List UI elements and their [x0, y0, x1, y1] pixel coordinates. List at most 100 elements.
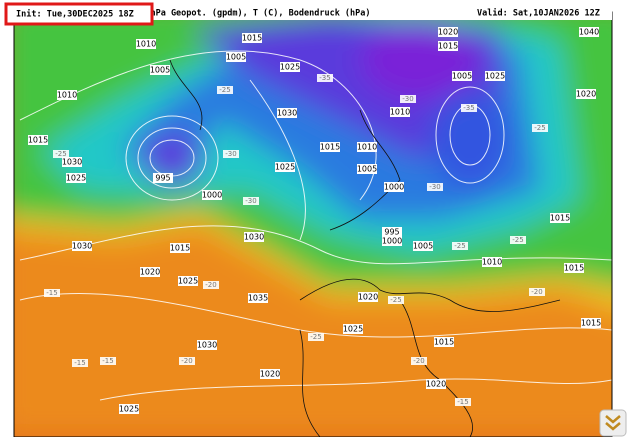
temperature-label: -30 [245, 197, 256, 205]
isobar-label-bg [277, 108, 297, 118]
temperature-label-bg [100, 357, 116, 365]
isobar-label-bg [248, 293, 268, 303]
isobar-label-bg [564, 263, 584, 273]
temperature-label-bg [529, 288, 545, 296]
header-valid: Valid: Sat,10JAN2026 12Z [477, 8, 600, 19]
isobar-label-bg [434, 337, 454, 347]
init-highlight [4, 2, 154, 26]
isobar-label-bg [197, 340, 217, 350]
isobar-label: 1000 [382, 237, 402, 246]
isobar-label-bg [343, 324, 363, 334]
isobar-label-bg [438, 41, 458, 51]
temperature-label: -30 [225, 150, 236, 158]
isobar-label: 1000 [384, 183, 404, 192]
isobar-label: 1010 [57, 91, 77, 100]
isobar-label: 995 [384, 228, 399, 237]
temperature-label-bg [179, 357, 195, 365]
temperature-label: -20 [205, 281, 216, 289]
temperature-label-bg [427, 183, 443, 191]
isobar-label: 1025 [343, 325, 363, 334]
isobar-label-bg [426, 379, 446, 389]
isobar-label-bg [242, 33, 262, 43]
isobar-label: 1015 [438, 42, 458, 51]
temperature-label: -30 [402, 95, 413, 103]
temperature-label-bg [53, 150, 69, 158]
isobar-label: 1010 [482, 258, 502, 267]
isobar-label: 1015 [564, 264, 584, 273]
isobar-label-bg [72, 241, 92, 251]
temperature-label: -25 [55, 150, 66, 158]
temperature-label-bg [217, 86, 233, 94]
isobar-label-bg [136, 39, 156, 49]
isobar-label: 1025 [119, 405, 139, 414]
isobar-label: 1010 [357, 143, 377, 152]
isobar-label: 1020 [438, 28, 458, 37]
temperature-label: -15 [46, 289, 57, 297]
isobar-label: 1015 [550, 214, 570, 223]
temperature-label: -25 [534, 124, 545, 132]
header-bar [14, 4, 612, 20]
isobar-label: 1020 [260, 370, 280, 379]
temperature-label-bg [400, 95, 416, 103]
isobar-label: 1025 [275, 163, 295, 172]
isobar-label-bg [260, 369, 280, 379]
isobar-label-bg [57, 90, 77, 100]
isobar-label-bg [382, 227, 402, 237]
temperature-label-bg [452, 242, 468, 250]
temperature-label-bg [44, 289, 60, 297]
isobar-label-bg [390, 107, 410, 117]
temperature-label-bg [72, 359, 88, 367]
isobar-label: 1040 [579, 28, 599, 37]
isobar-label: 1025 [280, 63, 300, 72]
isobar-label-bg [320, 142, 340, 152]
temperature-label-bg [461, 104, 477, 112]
isobar-label-bg [485, 71, 505, 81]
temperature-label: -20 [531, 288, 542, 296]
temperature-label-bg [223, 150, 239, 158]
isobar-label-bg [244, 232, 264, 242]
isobar-label-bg [413, 241, 433, 251]
temperature-label: -25 [390, 296, 401, 304]
isobar-label: 1030 [62, 158, 82, 167]
isobar-label-bg [384, 182, 404, 192]
isobar-label: 1025 [178, 277, 198, 286]
isobar-label: 1005 [413, 242, 433, 251]
isobar-label-bg [382, 236, 402, 246]
temperature-label-bg [243, 197, 259, 205]
isobar-label-bg [280, 62, 300, 72]
isobar-label: 1015 [242, 34, 262, 43]
isobar-label-bg [153, 173, 173, 183]
isobar-label-bg [550, 213, 570, 223]
scroll-down-button[interactable] [599, 409, 627, 437]
isobar-label: 1015 [434, 338, 454, 347]
temperature-label: -15 [457, 398, 468, 406]
isobar-label-bg [358, 292, 378, 302]
isobar-label-bg [581, 318, 601, 328]
isobar-label: 1025 [66, 174, 86, 183]
isobar-label-bg [452, 71, 472, 81]
temperature-label-bg [411, 357, 427, 365]
isobar-label-bg [576, 89, 596, 99]
isobar-label: 1030 [197, 341, 217, 350]
temperature-label: -25 [512, 236, 523, 244]
header-init: Init: Tue,30DEC2025 18Z [16, 9, 134, 20]
temperature-label-bg [510, 236, 526, 244]
isobar-label-bg [170, 243, 190, 253]
temperature-label: -15 [74, 359, 85, 367]
isobar-label: 1030 [72, 242, 92, 251]
temperature-label: -25 [219, 86, 230, 94]
temperature-label-bg [455, 398, 471, 406]
isobar-label-bg [119, 404, 139, 414]
isobar-label-bg [140, 267, 160, 277]
isobar-label-bg [178, 276, 198, 286]
isobar-label: 995 [155, 174, 170, 183]
isobar-label: 1005 [226, 53, 246, 62]
isobar-label-bg [62, 157, 82, 167]
isobar-label-bg [275, 162, 295, 172]
isobar-label: 1015 [170, 244, 190, 253]
isobar-label: 1020 [140, 268, 160, 277]
isobar-label: 1010 [390, 108, 410, 117]
isobar-label: 1020 [576, 90, 596, 99]
isobar-label: 1020 [426, 380, 446, 389]
